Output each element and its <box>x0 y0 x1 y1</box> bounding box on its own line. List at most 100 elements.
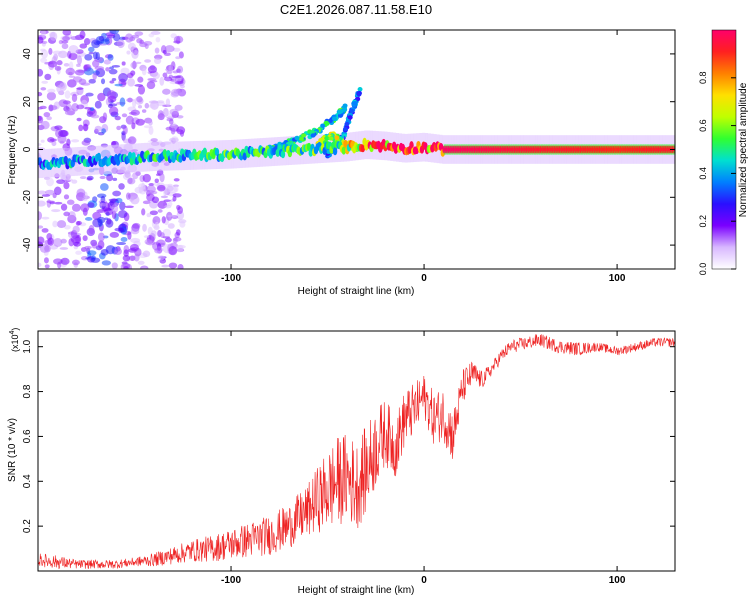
spectrogram-noise-cell <box>63 225 71 230</box>
spectrogram-noise-cell <box>75 250 82 255</box>
spectrogram-ridge-cell <box>332 147 338 156</box>
spectrogram-noise-cell <box>66 199 75 205</box>
spectrogram-noise-cell <box>118 72 128 83</box>
spectrogram-noise-cell <box>80 203 90 213</box>
spectrogram-noise-cell <box>76 220 82 226</box>
spectrogram-noise-cell <box>38 262 42 268</box>
spectrogram-noise-cell <box>142 250 151 258</box>
spectrogram-noise-cell <box>138 183 146 190</box>
spectrogram-noise-cell <box>56 179 66 184</box>
spectrogram-noise-cell <box>88 78 96 84</box>
spectrogram-noise-cell <box>149 210 158 216</box>
spectrogram-noise-cell <box>92 72 97 80</box>
spectrogram-noise-cell <box>144 59 152 63</box>
spectrogram-noise-cell <box>158 110 164 118</box>
spectrogram-noise-cell <box>53 237 63 247</box>
snr-multiplier-exp: 4 <box>9 330 16 334</box>
spectrogram-noise-cell <box>84 53 93 61</box>
spectrogram-noise-cell <box>43 257 49 264</box>
spectrogram-noise-cell <box>155 36 161 43</box>
spectrogram-noise-cell <box>168 64 174 74</box>
spectrogram-ytick-label: 40 <box>22 48 33 60</box>
spectrogram-noise-cell <box>124 33 134 43</box>
spectrogram-noise-cell <box>164 45 175 53</box>
spectrogram-noise-cell <box>146 81 156 90</box>
spectrogram-noise-cell <box>68 45 79 54</box>
spectrogram-noise-cell <box>65 67 76 76</box>
spectrogram-noise-cell <box>156 245 163 254</box>
spectrogram-noise-cell <box>73 241 81 247</box>
colorbar-bar <box>711 29 737 270</box>
spectrogram-noise-cell <box>38 143 42 146</box>
spectrogram-noise-cell <box>97 216 106 224</box>
spectrogram-noise-cell <box>53 186 62 196</box>
spectrogram-noise-cell <box>76 63 81 67</box>
spectrogram-xtick-label: 100 <box>609 273 626 284</box>
spectrogram-noise-cell <box>135 118 145 126</box>
spectrogram-noise-cell <box>172 237 178 244</box>
spectrogram-noise-cell <box>154 178 159 183</box>
spectrogram-noise-cell <box>94 100 102 109</box>
spectrogram-noise-cell <box>137 105 143 109</box>
spectrogram-noise-cell <box>39 243 50 253</box>
spectrogram-noise-cell <box>97 232 105 242</box>
spectrogram-noise-cell <box>132 98 137 108</box>
colorbar-tick-label: 0.8 <box>698 72 708 85</box>
spectrogram-ridge-cell <box>280 150 286 159</box>
spectrogram-noise-cell <box>56 85 62 93</box>
spectrogram-noise-cell <box>162 88 171 95</box>
spectrogram-noise-cell <box>70 36 81 41</box>
snr-ytick-label: 1.0 <box>22 339 33 353</box>
spectrogram-noise-cell <box>161 264 170 268</box>
spectrogram-xlabel: Height of straight line (km) <box>298 286 415 297</box>
spectrogram-noise-cell <box>85 92 94 97</box>
spectrogram-noise-cell <box>68 75 76 78</box>
spectrogram-noise-cell <box>167 214 176 218</box>
spectrogram-noise-cell <box>172 193 182 198</box>
spectrogram-branch-cell <box>328 136 334 141</box>
spectrogram-noise-cell <box>178 51 184 59</box>
spectrogram-noise-cell <box>111 77 117 81</box>
spectrogram-noise-cell <box>144 102 150 109</box>
spectrogram-noise-cell <box>126 50 131 55</box>
snr-xtick-label: 100 <box>609 575 626 586</box>
spectrogram-noise-cell <box>108 68 118 75</box>
spectrogram-noise-cell <box>100 183 109 191</box>
colorbar-tick-label: 0.4 <box>698 167 708 180</box>
spectrogram-noise-cell <box>159 76 165 86</box>
spectrogram-noise-cell <box>148 126 154 135</box>
spectrogram-ytick-label: 20 <box>22 96 33 108</box>
spectrogram-noise-cell <box>161 216 166 224</box>
spectrogram-noise-cell <box>144 43 149 49</box>
spectrogram-noise-cell <box>64 110 75 116</box>
spectrogram-branch-cell <box>334 135 340 140</box>
spectrogram-noise-cell <box>156 101 165 107</box>
spectrogram-noise-cell <box>111 262 118 269</box>
spectrogram-noise-cell <box>105 245 116 255</box>
spectrogram-noise-cell <box>92 51 98 60</box>
spectrogram-noise-cell <box>170 127 176 135</box>
spectrogram-noise-cell <box>38 190 47 195</box>
spectrogram-noise-cell <box>121 61 126 66</box>
spectrogram-noise-cell <box>47 60 58 68</box>
spectrogram-noise-cell <box>46 177 54 187</box>
spectrogram-noise-cell <box>114 227 124 232</box>
spectrogram-noise-cell <box>150 138 158 142</box>
spectrogram-ytick-label: -20 <box>22 190 33 205</box>
spectrogram-noise-cell <box>40 120 50 130</box>
spectrogram-noise-cell <box>108 106 119 116</box>
spectrogram-noise-cell <box>108 103 118 107</box>
spectrogram-noise-cell <box>49 138 57 142</box>
spectrogram-branch-cell <box>344 121 350 127</box>
spectrogram-noise-cell <box>72 225 80 234</box>
spectrogram-noise-cell <box>127 42 136 51</box>
spectrogram-branch-cell <box>338 109 344 114</box>
snr-ylabel: SNR (10 * v/v) <box>7 418 18 482</box>
spectrogram-noise-cell <box>171 75 182 79</box>
spectrogram-noise-cell <box>120 237 128 242</box>
spectrogram-noise-cell <box>176 65 184 74</box>
spectrogram-noise-cell <box>169 108 179 115</box>
spectrogram-noise-cell <box>71 179 78 184</box>
spectrogram-noise-cell <box>102 37 110 42</box>
spectrogram-noise-cell <box>61 43 69 50</box>
